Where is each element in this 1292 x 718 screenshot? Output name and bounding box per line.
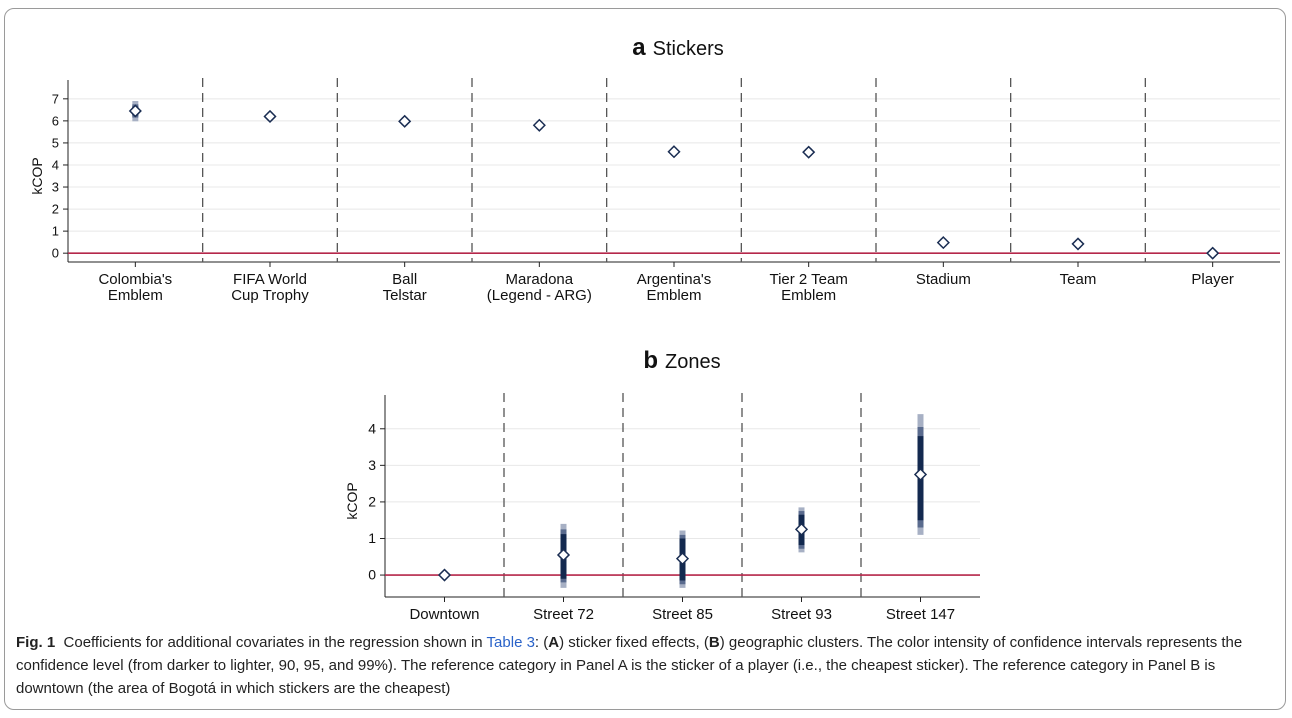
point-estimate-marker xyxy=(667,145,681,159)
x-tick-label: Player xyxy=(1191,271,1234,288)
point-estimate-marker xyxy=(263,109,277,124)
y-tick-label: 3 xyxy=(368,457,376,473)
x-tick-label: Argentina's Emblem xyxy=(637,271,712,304)
x-tick-label-line: Telstar xyxy=(383,287,427,304)
caption-fig-label: Fig. 1 xyxy=(16,634,56,651)
y-tick-label: 0 xyxy=(368,567,376,583)
x-tick-label: Maradona (Legend - ARG) xyxy=(487,271,592,304)
x-tick-label-line: Street 93 xyxy=(771,606,832,623)
point-estimate-marker xyxy=(532,118,546,132)
x-tick-label: Downtown xyxy=(409,606,479,623)
x-tick-label-line: Cup Trophy xyxy=(231,287,309,304)
point-estimate-marker xyxy=(398,114,412,128)
panel-title-text: Stickers xyxy=(653,38,724,60)
x-tick-label: Street 85 xyxy=(652,606,713,623)
x-tick-label: Colombia's Emblem xyxy=(98,271,172,304)
x-tick-label: Tier 2 Team Emblem xyxy=(769,271,847,304)
x-tick-label: Team xyxy=(1060,271,1097,288)
x-tick-label-line: Colombia's xyxy=(98,271,172,288)
panel-title: a Stickers xyxy=(632,34,723,61)
point-estimate-marker xyxy=(128,104,142,118)
caption-text-1: Coefficients for additional covariates i… xyxy=(63,634,487,651)
point-estimate-marker xyxy=(675,552,690,566)
x-tick-label-line: Downtown xyxy=(409,606,479,623)
point-estimate-marker xyxy=(802,145,816,159)
caption-text-3: ) sticker fixed effects, ( xyxy=(559,634,709,651)
figure-caption: Fig. 1 Coefficients for additional covar… xyxy=(16,631,1278,700)
y-axis-title: kCOP xyxy=(344,482,360,519)
y-tick-label: 1 xyxy=(368,530,376,546)
y-tick-label: 6 xyxy=(52,113,59,128)
y-tick-label: 5 xyxy=(52,135,59,150)
caption-text-2: : ( xyxy=(534,634,549,651)
x-tick-label-line: Emblem xyxy=(781,287,836,304)
caption-panel-a: A xyxy=(548,634,560,651)
y-tick-label: 2 xyxy=(368,493,376,509)
point-estimate-marker xyxy=(794,522,809,536)
point-estimate-marker xyxy=(1206,246,1220,260)
x-tick-label-line: Street 85 xyxy=(652,606,713,623)
point-estimate-marker xyxy=(1071,237,1085,251)
x-tick-label-line: Emblem xyxy=(108,287,163,304)
x-tick-label-line: Argentina's xyxy=(637,271,712,288)
y-tick-label: 1 xyxy=(52,224,59,239)
y-tick-label: 0 xyxy=(52,246,59,261)
panel-b-zones-chart: b Zones 0 1 2 3 4 kCOP Downtown Street 72 Street 8… xyxy=(344,347,980,623)
caption-panel-b: B xyxy=(708,634,720,651)
y-tick-label: 4 xyxy=(368,420,376,436)
y-tick-label: 7 xyxy=(52,91,59,106)
x-tick-label-line: FIFA World xyxy=(233,271,307,288)
x-tick-label-line: Emblem xyxy=(646,287,701,304)
x-tick-label-line: Team xyxy=(1060,271,1097,288)
figure-frame xyxy=(4,8,1286,710)
x-tick-label-line: Street 72 xyxy=(533,606,594,623)
x-tick-label: Street 93 xyxy=(771,606,832,623)
point-estimate-marker xyxy=(556,548,571,562)
x-tick-label-line: Street 147 xyxy=(886,606,955,623)
x-tick-label: FIFA World Cup Trophy xyxy=(231,271,309,304)
panel-letter: a xyxy=(632,34,646,61)
point-estimate-marker xyxy=(913,467,928,482)
x-tick-label-line: (Legend - ARG) xyxy=(487,287,592,304)
y-tick-label: 2 xyxy=(52,202,59,217)
caption-text-4: ) geographic clusters. The color intensi… xyxy=(16,634,1243,697)
x-tick-label: Street 147 xyxy=(886,606,955,623)
panel-letter: b xyxy=(643,347,658,374)
point-estimate-marker xyxy=(936,236,950,250)
x-tick-label: Stadium xyxy=(916,271,971,288)
caption-table-ref-link[interactable]: Table 3 xyxy=(486,634,535,651)
y-tick-label: 3 xyxy=(52,180,59,195)
x-tick-label-line: Ball xyxy=(392,271,417,288)
panel-title-text: Zones xyxy=(665,351,721,373)
x-tick-label: Ball Telstar xyxy=(383,271,427,304)
point-estimate-marker xyxy=(437,568,452,582)
y-axis-title: kCOP xyxy=(29,157,45,194)
x-tick-label-line: Player xyxy=(1191,271,1234,288)
x-tick-label-line: Stadium xyxy=(916,271,971,288)
x-tick-label-line: Tier 2 Team xyxy=(769,271,847,288)
x-tick-label-line: Maradona xyxy=(506,271,574,288)
x-tick-label: Street 72 xyxy=(533,606,594,623)
panel-title: b Zones xyxy=(643,347,720,374)
y-tick-label: 4 xyxy=(52,157,59,172)
